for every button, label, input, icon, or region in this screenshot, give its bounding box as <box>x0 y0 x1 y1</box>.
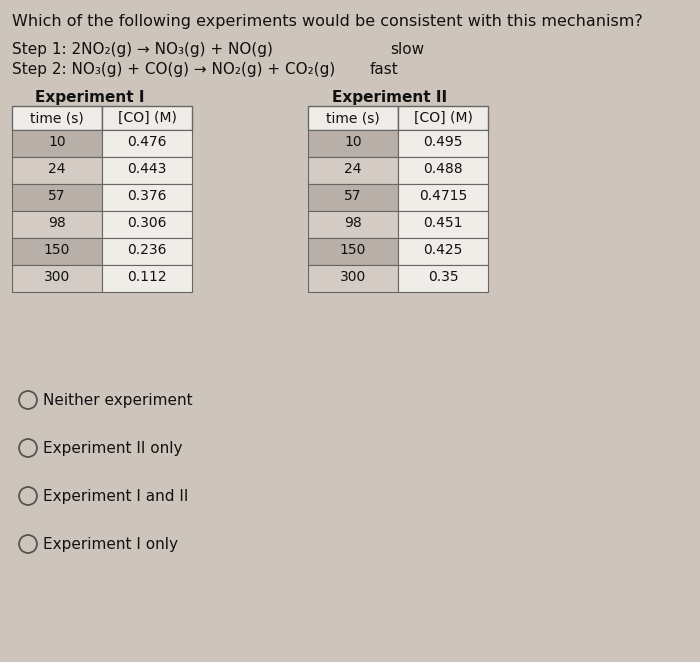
Bar <box>12 184 102 211</box>
Text: 0.495: 0.495 <box>424 135 463 149</box>
Bar <box>308 211 398 238</box>
Text: [CO] (M): [CO] (M) <box>118 111 176 125</box>
Bar <box>398 106 488 130</box>
Bar <box>102 106 192 130</box>
Text: Experiment I: Experiment I <box>35 90 145 105</box>
Text: Which of the following experiments would be consistent with this mechanism?: Which of the following experiments would… <box>12 14 643 29</box>
Text: 0.35: 0.35 <box>428 270 458 284</box>
Text: 24: 24 <box>48 162 66 176</box>
Bar <box>398 130 488 157</box>
Text: slow: slow <box>390 42 424 57</box>
Text: 0.425: 0.425 <box>424 243 463 257</box>
Bar <box>102 238 192 265</box>
Bar <box>308 157 398 184</box>
Bar <box>308 130 398 157</box>
Bar <box>308 106 398 130</box>
Text: Neither experiment: Neither experiment <box>43 393 192 408</box>
Bar <box>308 184 398 211</box>
Text: fast: fast <box>370 62 399 77</box>
Text: Experiment II only: Experiment II only <box>43 441 183 456</box>
Text: 150: 150 <box>340 243 366 257</box>
Text: Step 1: 2NO₂(g) → NO₃(g) + NO(g): Step 1: 2NO₂(g) → NO₃(g) + NO(g) <box>12 42 273 57</box>
Text: 0.443: 0.443 <box>127 162 167 176</box>
Text: 0.476: 0.476 <box>127 135 167 149</box>
Bar <box>102 157 192 184</box>
Text: 0.4715: 0.4715 <box>419 189 467 203</box>
Text: 0.451: 0.451 <box>424 216 463 230</box>
Text: 24: 24 <box>344 162 362 176</box>
Bar <box>398 265 488 292</box>
Text: 10: 10 <box>344 135 362 149</box>
Bar <box>102 211 192 238</box>
Text: 300: 300 <box>44 270 70 284</box>
Bar <box>12 265 102 292</box>
Text: 0.306: 0.306 <box>127 216 167 230</box>
Text: 57: 57 <box>48 189 66 203</box>
Bar <box>308 265 398 292</box>
Text: 150: 150 <box>44 243 70 257</box>
Bar <box>12 157 102 184</box>
Bar <box>398 157 488 184</box>
Bar <box>102 184 192 211</box>
Text: Experiment I only: Experiment I only <box>43 537 178 552</box>
Bar <box>308 238 398 265</box>
Bar <box>102 265 192 292</box>
Text: 98: 98 <box>344 216 362 230</box>
Text: 98: 98 <box>48 216 66 230</box>
Text: Experiment II: Experiment II <box>332 90 447 105</box>
Bar <box>12 238 102 265</box>
Text: 0.112: 0.112 <box>127 270 167 284</box>
Bar <box>12 211 102 238</box>
Bar <box>398 238 488 265</box>
Bar <box>102 130 192 157</box>
Text: Experiment I and II: Experiment I and II <box>43 489 188 504</box>
Bar <box>12 130 102 157</box>
Text: 57: 57 <box>344 189 362 203</box>
Text: 0.488: 0.488 <box>424 162 463 176</box>
Bar <box>398 211 488 238</box>
Text: 0.376: 0.376 <box>127 189 167 203</box>
Text: time (s): time (s) <box>30 111 84 125</box>
Text: 300: 300 <box>340 270 366 284</box>
Text: 0.236: 0.236 <box>127 243 167 257</box>
Text: 10: 10 <box>48 135 66 149</box>
Bar <box>398 184 488 211</box>
Text: [CO] (M): [CO] (M) <box>414 111 473 125</box>
Bar <box>12 106 102 130</box>
Text: Step 2: NO₃(g) + CO(g) → NO₂(g) + CO₂(g): Step 2: NO₃(g) + CO(g) → NO₂(g) + CO₂(g) <box>12 62 335 77</box>
Text: time (s): time (s) <box>326 111 380 125</box>
